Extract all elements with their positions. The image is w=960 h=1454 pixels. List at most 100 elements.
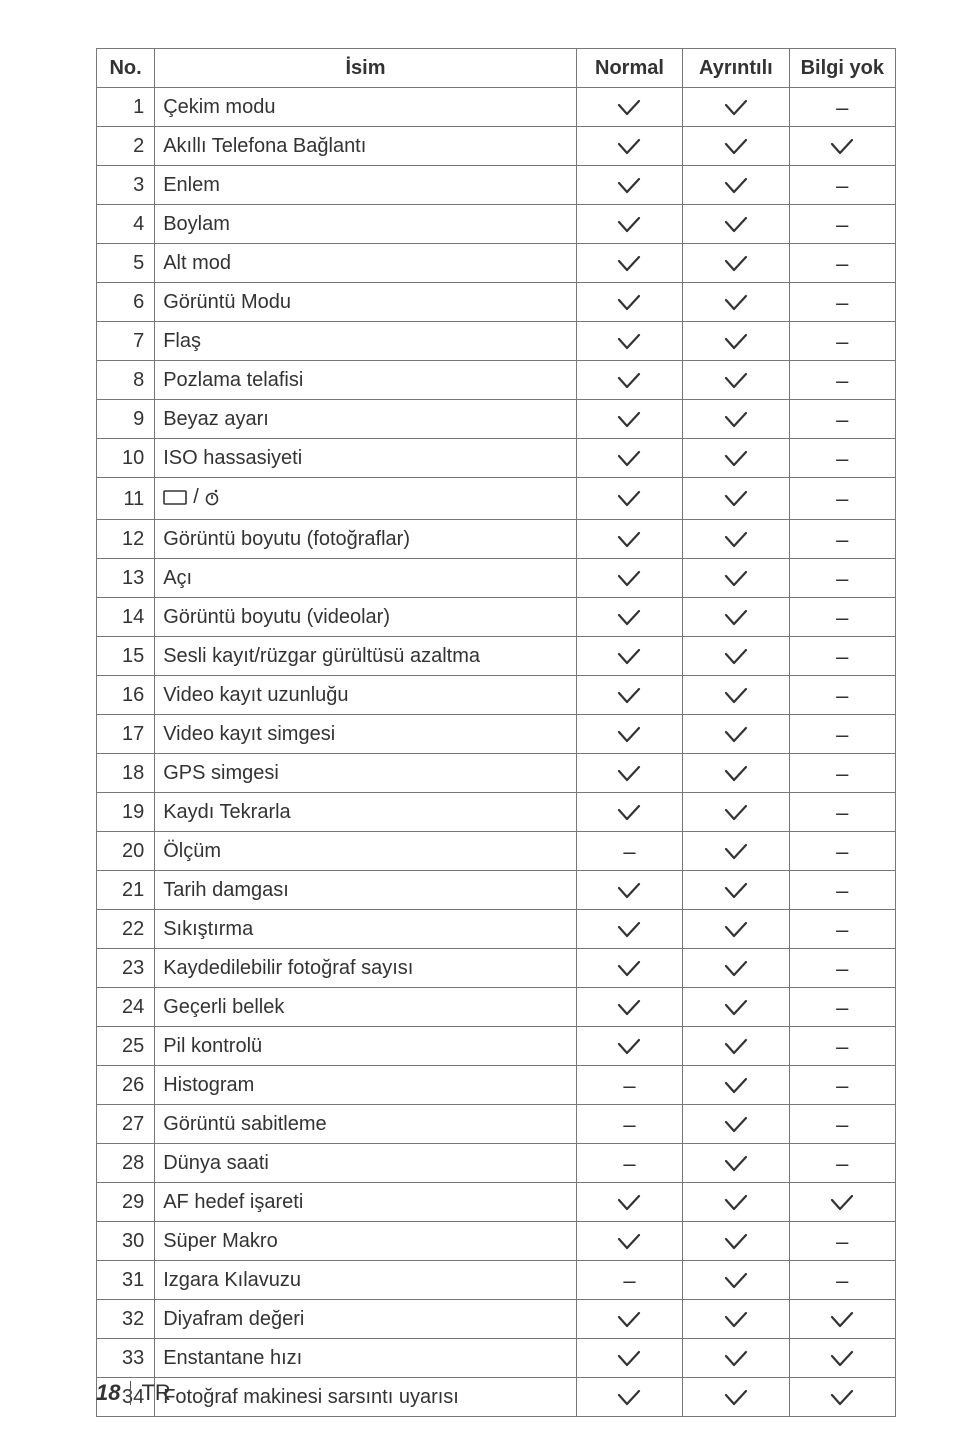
mark-cell — [576, 1378, 682, 1417]
check-icon — [724, 531, 748, 549]
check-icon — [617, 765, 641, 783]
mark-cell — [683, 676, 789, 715]
table-row: 3Enlem– — [97, 166, 896, 205]
dash-icon: – — [836, 958, 848, 980]
mark-cell — [576, 205, 682, 244]
check-icon — [724, 960, 748, 978]
check-icon — [617, 726, 641, 744]
mark-cell: – — [789, 520, 895, 559]
table-row: 28Dünya saati–– — [97, 1144, 896, 1183]
mark-cell: – — [789, 1027, 895, 1066]
mark-cell: – — [789, 205, 895, 244]
mark-cell — [576, 949, 682, 988]
mark-cell — [683, 1339, 789, 1378]
mark-cell: – — [789, 361, 895, 400]
mark-cell — [683, 637, 789, 676]
check-icon — [617, 1233, 641, 1251]
dash-icon: – — [836, 880, 848, 902]
table-row: 16Video kayıt uzunluğu– — [97, 676, 896, 715]
mark-cell — [576, 715, 682, 754]
mark-cell — [683, 559, 789, 598]
row-name: Flaş — [155, 322, 577, 361]
mark-cell — [683, 910, 789, 949]
mark-cell — [576, 1222, 682, 1261]
mark-cell: – — [789, 793, 895, 832]
table-row: 17Video kayıt simgesi – — [97, 715, 896, 754]
row-no: 9 — [97, 400, 155, 439]
check-icon — [724, 450, 748, 468]
check-icon — [617, 1389, 641, 1407]
row-name: Tarih damgası — [155, 871, 577, 910]
check-icon — [617, 177, 641, 195]
mark-cell — [683, 832, 789, 871]
mark-cell — [683, 988, 789, 1027]
footer-label: TR — [141, 1380, 170, 1406]
row-no: 7 — [97, 322, 155, 361]
dash-icon: – — [836, 1036, 848, 1058]
check-icon — [724, 921, 748, 939]
row-no: 4 — [97, 205, 155, 244]
check-icon — [724, 1350, 748, 1368]
check-icon — [724, 333, 748, 351]
row-no: 5 — [97, 244, 155, 283]
mark-cell — [683, 205, 789, 244]
table-row: 10ISO hassasiyeti– — [97, 439, 896, 478]
dash-icon: – — [836, 1075, 848, 1097]
mark-cell: – — [789, 910, 895, 949]
check-icon — [724, 765, 748, 783]
mark-cell: – — [789, 283, 895, 322]
row-name: Kaydı Tekrarla — [155, 793, 577, 832]
mark-cell — [683, 520, 789, 559]
mark-cell — [789, 1183, 895, 1222]
row-no: 27 — [97, 1105, 155, 1144]
row-no: 17 — [97, 715, 155, 754]
row-name: Video kayıt simgesi — [155, 715, 577, 754]
check-icon — [617, 1350, 641, 1368]
dash-icon: – — [836, 409, 848, 431]
check-icon — [617, 804, 641, 822]
mark-cell — [683, 715, 789, 754]
mark-cell — [576, 754, 682, 793]
mark-cell — [789, 1339, 895, 1378]
mark-cell — [683, 1144, 789, 1183]
dash-icon: – — [836, 724, 848, 746]
check-icon — [724, 999, 748, 1017]
row-no: 15 — [97, 637, 155, 676]
dash-icon: – — [836, 1114, 848, 1136]
mark-cell — [683, 949, 789, 988]
row-name: Pozlama telafisi — [155, 361, 577, 400]
check-icon — [617, 255, 641, 273]
row-no: 23 — [97, 949, 155, 988]
mark-cell — [683, 439, 789, 478]
row-no: 29 — [97, 1183, 155, 1222]
check-icon — [724, 804, 748, 822]
row-name: Sesli kayıt/rüzgar gürültüsü azaltma — [155, 637, 577, 676]
check-icon — [724, 177, 748, 195]
row-name: Görüntü boyutu (fotoğraflar) — [155, 520, 577, 559]
mark-cell: – — [789, 166, 895, 205]
mark-cell — [683, 88, 789, 127]
check-icon — [724, 570, 748, 588]
mark-cell — [576, 559, 682, 598]
dash-icon: – — [836, 175, 848, 197]
feature-table: No. İsim Normal Ayrıntılı Bilgi yok 1Çek… — [96, 48, 896, 1417]
mark-cell — [576, 166, 682, 205]
dash-icon: – — [836, 488, 848, 510]
mark-cell — [576, 439, 682, 478]
mark-cell: – — [789, 598, 895, 637]
mark-cell: – — [789, 832, 895, 871]
check-icon — [617, 960, 641, 978]
check-icon — [830, 1389, 854, 1407]
mark-cell — [576, 598, 682, 637]
check-icon — [617, 882, 641, 900]
row-no: 25 — [97, 1027, 155, 1066]
mark-cell — [576, 871, 682, 910]
row-name: Süper Makro — [155, 1222, 577, 1261]
row-name: AF hedef işareti — [155, 1183, 577, 1222]
row-name: Çekim modu — [155, 88, 577, 127]
mark-cell — [576, 283, 682, 322]
row-no: 20 — [97, 832, 155, 871]
mark-cell — [683, 1378, 789, 1417]
mark-cell — [576, 988, 682, 1027]
table-row: 20Ölçüm–– — [97, 832, 896, 871]
